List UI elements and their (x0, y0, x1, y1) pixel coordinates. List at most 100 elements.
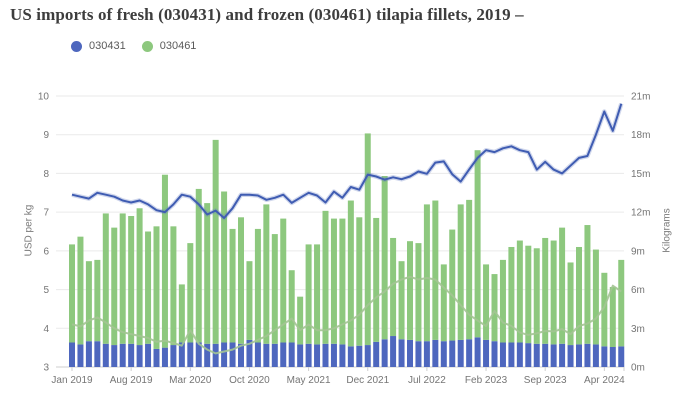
bar-030431[interactable] (204, 343, 211, 367)
bar-030431[interactable] (254, 342, 261, 367)
bar-030461[interactable] (161, 174, 168, 348)
bar-030431[interactable] (153, 348, 160, 367)
bar-030461[interactable] (499, 259, 506, 343)
bar-030461[interactable] (246, 261, 253, 340)
bar-030461[interactable] (195, 188, 202, 343)
bar-030431[interactable] (212, 343, 219, 367)
bar-030461[interactable] (466, 199, 473, 340)
bar-030461[interactable] (170, 226, 177, 346)
bar-030431[interactable] (356, 345, 363, 367)
bar-030431[interactable] (432, 339, 439, 367)
bar-030431[interactable] (288, 342, 295, 367)
bar-030461[interactable] (254, 228, 261, 343)
bar-030431[interactable] (280, 342, 287, 367)
bar-030431[interactable] (516, 342, 523, 367)
bar-030431[interactable] (609, 346, 616, 367)
bar-030431[interactable] (305, 343, 312, 367)
bar-030431[interactable] (491, 341, 498, 367)
bar-030461[interactable] (85, 261, 92, 342)
bar-030431[interactable] (69, 342, 75, 367)
bar-030461[interactable] (542, 237, 549, 344)
bar-030461[interactable] (178, 284, 185, 343)
bar-030461[interactable] (347, 200, 354, 347)
bar-030431[interactable] (499, 342, 506, 367)
bar-030431[interactable] (592, 344, 599, 367)
bar-030431[interactable] (550, 344, 557, 367)
bar-030461[interactable] (592, 249, 599, 345)
bar-030431[interactable] (145, 343, 152, 367)
bar-030461[interactable] (330, 218, 337, 344)
bar-030431[interactable] (542, 343, 549, 367)
bar-030431[interactable] (128, 343, 135, 367)
bar-030461[interactable] (136, 208, 143, 346)
bar-030461[interactable] (407, 241, 413, 340)
bar-030431[interactable] (584, 343, 591, 367)
bar-030461[interactable] (94, 259, 101, 342)
bar-030431[interactable] (161, 347, 168, 367)
bar-030431[interactable] (178, 342, 185, 367)
bar-030461[interactable] (69, 244, 75, 343)
bar-030431[interactable] (314, 344, 321, 367)
bar-030431[interactable] (567, 345, 574, 367)
bar-030461[interactable] (423, 204, 430, 342)
bar-030461[interactable] (508, 246, 515, 343)
bar-030461[interactable] (221, 191, 228, 343)
bar-030461[interactable] (305, 244, 312, 344)
bar-030431[interactable] (601, 346, 608, 367)
bar-030461[interactable] (576, 246, 582, 345)
bar-030461[interactable] (584, 225, 591, 344)
bar-030461[interactable] (559, 227, 566, 344)
bar-030431[interactable] (330, 343, 337, 367)
bar-030431[interactable] (221, 342, 228, 367)
bar-030431[interactable] (195, 342, 202, 367)
bar-030461[interactable] (432, 200, 439, 340)
bar-030461[interactable] (187, 243, 194, 343)
bar-030461[interactable] (415, 243, 422, 342)
bar-030431[interactable] (238, 343, 244, 367)
bar-030461[interactable] (153, 226, 160, 349)
bar-030431[interactable] (102, 343, 109, 367)
bar-030461[interactable] (280, 218, 287, 343)
bar-030461[interactable] (533, 248, 540, 344)
bar-030461[interactable] (440, 264, 447, 342)
bar-030431[interactable] (457, 339, 464, 367)
bar-030431[interactable] (246, 339, 253, 367)
bar-030461[interactable] (567, 262, 574, 346)
bar-030461[interactable] (145, 231, 152, 344)
bar-030461[interactable] (525, 245, 532, 344)
bar-030431[interactable] (271, 343, 278, 367)
bar-030461[interactable] (128, 216, 135, 344)
bar-030461[interactable] (601, 272, 608, 347)
bar-030461[interactable] (373, 217, 380, 342)
bar-030461[interactable] (297, 296, 304, 345)
bar-030461[interactable] (618, 259, 625, 347)
bar-030431[interactable] (297, 344, 304, 367)
bar-030431[interactable] (77, 344, 84, 367)
bar-030461[interactable] (457, 204, 464, 340)
bar-030431[interactable] (618, 346, 625, 367)
bar-030461[interactable] (288, 270, 295, 343)
bar-030461[interactable] (474, 150, 481, 338)
legend-item-030461[interactable]: 030461 (141, 40, 196, 52)
bar-030431[interactable] (364, 345, 371, 367)
bar-030431[interactable] (381, 339, 388, 367)
bar-030461[interactable] (314, 244, 321, 345)
bar-030461[interactable] (77, 236, 84, 345)
bar-030461[interactable] (516, 240, 523, 343)
bar-030461[interactable] (212, 139, 219, 344)
bar-030431[interactable] (525, 343, 532, 367)
bar-030431[interactable] (136, 345, 143, 367)
bar-030431[interactable] (347, 346, 354, 367)
legend-item-030431[interactable]: 030431 (71, 40, 126, 52)
bar-030431[interactable] (339, 344, 346, 367)
bar-030431[interactable] (576, 344, 582, 367)
bar-030431[interactable] (263, 343, 270, 367)
bar-030461[interactable] (229, 228, 236, 343)
bar-030461[interactable] (356, 217, 363, 346)
price-line-030461[interactable] (71, 275, 622, 355)
bar-030431[interactable] (407, 339, 413, 367)
bar-030431[interactable] (466, 339, 473, 367)
bar-030461[interactable] (364, 133, 371, 346)
bar-030431[interactable] (559, 343, 566, 367)
bar-030461[interactable] (390, 237, 397, 337)
